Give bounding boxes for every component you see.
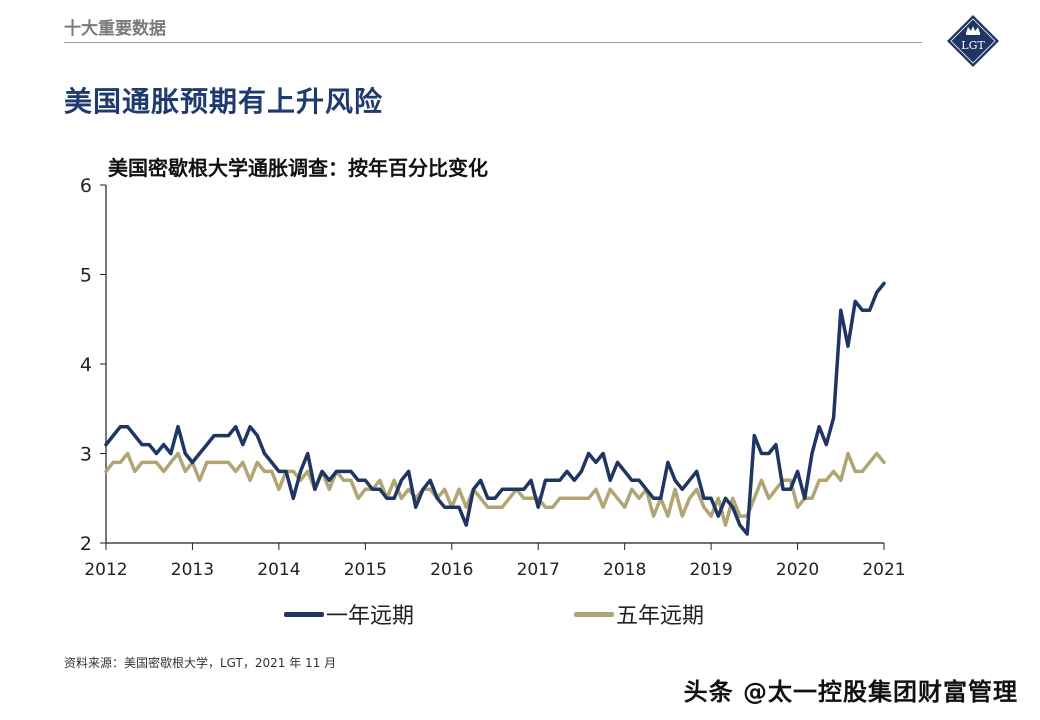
y-tick-label: 5 (80, 265, 92, 287)
legend-label-series-1: 一年远期 (326, 604, 415, 629)
series-layer (104, 281, 886, 536)
legend-item-series-2: 五年远期 (574, 598, 704, 630)
x-tick-label: 2020 (776, 560, 819, 580)
legend-swatch-series-1 (284, 611, 324, 617)
y-ticks: 2 3 4 5 6 (80, 175, 106, 555)
legend-item-series-1: 一年远期 (284, 598, 414, 630)
x-tick-label: 2021 (862, 560, 905, 580)
x-tick-label: 2012 (84, 560, 127, 580)
x-tick-label: 2016 (430, 560, 473, 580)
y-tick-label: 6 (80, 175, 92, 197)
x-tick-label: 2014 (257, 560, 300, 580)
header-divider (64, 42, 922, 43)
watermark: 头条 @太一控股集团财富管理 (683, 678, 1018, 706)
x-tick-label: 2015 (344, 560, 387, 580)
x-ticks: 2012 2013 2014 2015 2016 2017 2018 2019 2020 2021 (84, 543, 906, 580)
x-tick-label: 2018 (603, 560, 646, 580)
crown-icon (966, 26, 980, 35)
legend: 一年远期 五年远期 (0, 598, 1040, 632)
x-tick-label: 2019 (689, 560, 732, 580)
chart-title: 美国密歇根大学通胀调查：按年百分比变化 (108, 156, 488, 180)
logo-text: LGT (961, 39, 985, 52)
series-line-1 (104, 281, 886, 536)
x-tick-label: 2017 (517, 560, 560, 580)
legend-label-series-2: 五年远期 (616, 604, 705, 629)
lgt-logo-icon: LGT (947, 15, 999, 67)
source-note: 资料来源：美国密歇根大学，LGT，2021 年 11 月 (64, 656, 337, 670)
y-tick-label: 3 (80, 444, 92, 466)
y-tick-label: 2 (80, 533, 92, 555)
x-tick-label: 2013 (171, 560, 214, 580)
section-label: 十大重要数据 (64, 19, 166, 39)
series-line-2 (104, 451, 886, 527)
legend-swatch-series-2 (574, 611, 614, 617)
y-tick-label: 4 (80, 354, 92, 376)
page-title: 美国通胀预期有上升风险 (64, 85, 384, 118)
